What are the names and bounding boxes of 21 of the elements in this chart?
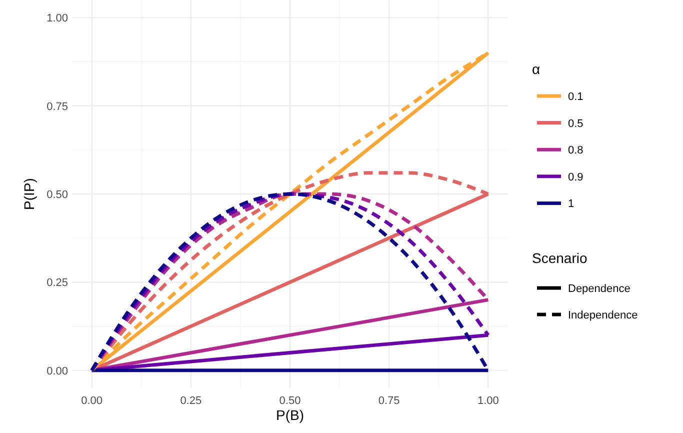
legend-label: 0.8: [568, 144, 584, 157]
text: Independence: [568, 310, 638, 322]
x-tick-label: 0.00: [81, 395, 103, 407]
y-tick-label: 0.75: [46, 100, 68, 113]
y-tick-label: 0.25: [46, 277, 68, 290]
legend-title: α: [532, 61, 540, 77]
y-tick-label: 1.00: [46, 12, 68, 25]
x-tick-label: 1.00: [477, 395, 499, 407]
y-tick-label: 0.50: [46, 189, 68, 201]
x-tick-label: 0.50: [279, 395, 301, 407]
x-tick-label: 0.75: [378, 395, 400, 407]
y-tick-label: 0.00: [46, 365, 68, 378]
y-axis-title: P(IP): [21, 178, 37, 210]
legend-label: 0.5: [568, 118, 584, 130]
x-tick-label: 0.25: [180, 395, 202, 407]
text: Dependence: [568, 283, 630, 295]
legend-label: 0.9: [568, 171, 584, 184]
legend-label: 1: [568, 198, 574, 210]
x-axis-title: P(B): [276, 407, 304, 423]
legend-label: 0.1: [568, 91, 584, 103]
text: Scenario: [532, 250, 588, 266]
